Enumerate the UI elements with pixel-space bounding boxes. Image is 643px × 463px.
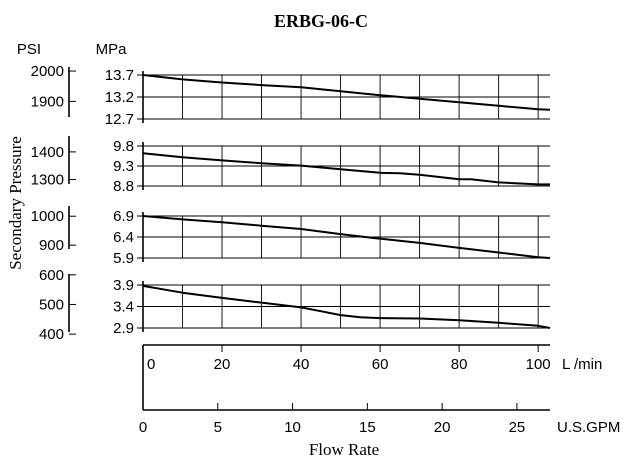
pressure-curve: [142, 152, 550, 186]
chart-title: ERBG-06-C: [274, 11, 368, 31]
mpa-tick-label: 9.8: [113, 138, 134, 155]
psi-tick-label: 1300: [31, 171, 64, 188]
pressure-curve: [142, 284, 551, 329]
psi-tick-label: 2000: [31, 63, 64, 80]
x-axis-label: Flow Rate: [309, 440, 379, 459]
lpm-tick-label: 20: [214, 356, 231, 373]
psi-tick-label: 900: [39, 237, 64, 254]
psi-tick-label: 600: [39, 267, 64, 284]
mpa-unit-label: MPa: [96, 41, 128, 58]
psi-unit-label: PSI: [17, 41, 41, 58]
lpm-tick-label: 80: [451, 356, 468, 373]
lpm-tick-label: 40: [293, 356, 310, 373]
mpa-tick-label: 9.3: [113, 158, 134, 175]
psi-tick-label: 500: [39, 296, 64, 313]
gpm-tick-label: 20: [434, 419, 451, 436]
mpa-tick-label: 6.4: [113, 229, 134, 246]
gpm-tick-label: 15: [359, 419, 376, 436]
mpa-tick-label: 6.9: [113, 208, 134, 225]
mpa-tick-label: 3.4: [113, 299, 134, 316]
gpm-tick-label: 10: [284, 419, 301, 436]
psi-tick-label: 1000: [31, 208, 64, 225]
gpm-tick-label: 25: [509, 419, 526, 436]
gpm-unit-label: U.S.GPM: [557, 419, 620, 436]
plot-layer: 13.713.212.7200019009.89.38.8140013006.9…: [31, 63, 551, 436]
mpa-tick-label: 2.9: [113, 320, 134, 337]
pressure-curve: [142, 215, 551, 259]
gpm-tick-label: 0: [139, 419, 147, 436]
lpm-tick-label: 100: [526, 356, 551, 373]
mpa-tick-label: 13.2: [105, 89, 134, 106]
psi-tick-label: 1400: [31, 144, 64, 161]
psi-tick-label: 1900: [31, 93, 64, 110]
mpa-tick-label: 12.7: [105, 111, 134, 128]
y-axis-label: Secondary Pressure: [6, 136, 25, 270]
lpm-tick-label: 60: [372, 356, 389, 373]
pressure-curve: [142, 74, 551, 111]
mpa-tick-label: 3.9: [113, 277, 134, 294]
mpa-tick-label: 5.9: [113, 250, 134, 267]
lpm-unit-label: L /min: [562, 356, 602, 373]
mpa-tick-label: 13.7: [105, 67, 134, 84]
gpm-tick-label: 5: [214, 419, 222, 436]
mpa-tick-label: 8.8: [113, 178, 134, 195]
psi-tick-label: 400: [39, 326, 64, 343]
lpm-tick-label: 0: [147, 356, 155, 373]
